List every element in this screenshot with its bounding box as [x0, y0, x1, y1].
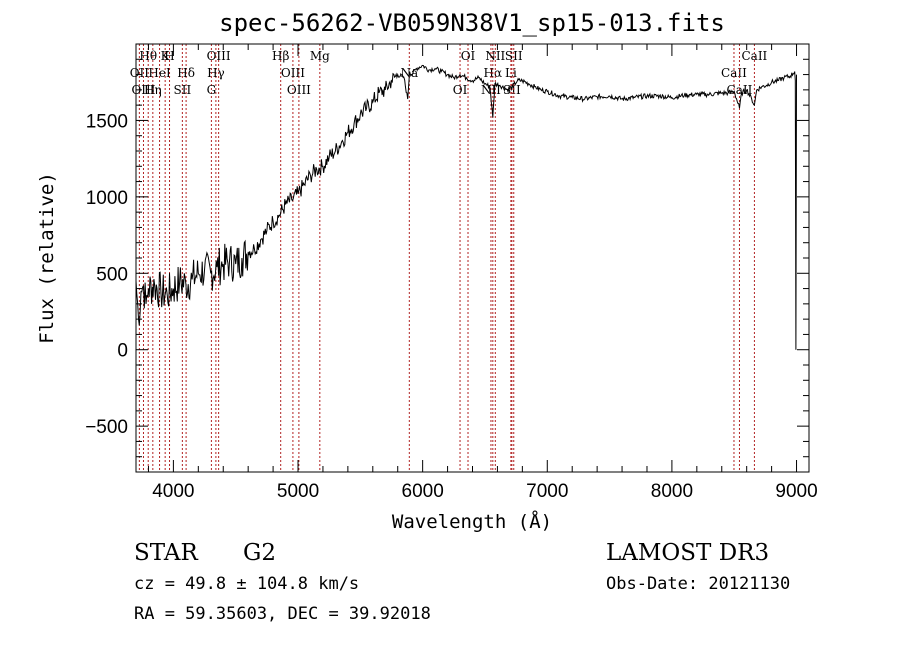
y-tick-label-3: 1000	[86, 188, 128, 209]
line-marker-label-15: Mg	[310, 49, 330, 63]
line-marker-label-7: Hδ	[177, 66, 195, 80]
x-axis-label: Wavelength (Å)	[392, 510, 552, 533]
line-marker-label-17: OI	[453, 83, 468, 97]
line-marker-label-10: Hγ	[207, 66, 225, 80]
line-marker-label-8: SII	[174, 83, 192, 97]
redshift-value: cz = 49.8 ± 104.8 km/s	[134, 574, 359, 594]
x-tick-label-4: 8000	[651, 481, 693, 502]
line-marker-label-13: OIII	[281, 66, 305, 80]
coordinates: RA = 59.35603, DEC = 39.92018	[134, 604, 431, 624]
plot-frame	[135, 43, 810, 473]
line-marker-label-11: G	[207, 83, 217, 97]
survey-name: LAMOST DR3	[606, 540, 769, 566]
x-tick-label-3: 7000	[526, 481, 568, 502]
y-tick-label-0: −500	[85, 417, 128, 438]
observation-date: Obs-Date: 20121130	[606, 574, 790, 594]
object-class: STAR	[134, 540, 198, 566]
line-marker-label-6: H	[164, 49, 174, 63]
tick-layer: 4000 5000 6000 7000 8000 9000 −500 0 500 1000 1500	[85, 44, 818, 502]
x-tick-label-2: 6000	[402, 481, 444, 502]
line-marker-label-12: Hβ	[272, 49, 289, 63]
line-marker-label-3: K	[161, 49, 171, 63]
line-marker-label-14: OIII	[287, 83, 311, 97]
x-tick-label-0: 4000	[152, 481, 194, 502]
line-marker-label-24: SII	[505, 49, 523, 63]
line-marker-label-19: Hα	[484, 66, 503, 80]
chart-title: spec-56262-VB059N38V1_sp15-013.fits	[219, 9, 725, 37]
y-tick-label-1: 0	[117, 341, 128, 362]
y-tick-label-2: 500	[96, 264, 128, 285]
series-line-spectrum	[135, 64, 797, 350]
line-marker-label-1: OII	[130, 66, 150, 80]
line-marker-label-0: Hθ	[139, 49, 157, 63]
line-marker-layer: Hθ OII OIII K HeI Hη HHδ SII OIII Hγ G Hβ OIII OIII Mg…	[130, 44, 768, 472]
x-tick-label-1: 5000	[277, 481, 319, 502]
line-marker-label-18: OI	[461, 49, 476, 63]
line-marker-label-21: NII	[485, 49, 505, 63]
line-marker-label-4: HeI	[148, 66, 171, 80]
y-axis-label: Flux (relative)	[36, 172, 58, 344]
line-marker-label-26: CaII	[727, 83, 753, 97]
line-marker-label-9: OIII	[207, 49, 231, 63]
line-marker-label-2: OIII	[131, 83, 155, 97]
line-marker-label-22: Li	[505, 66, 517, 80]
line-marker-label-25: CaII	[721, 66, 747, 80]
line-marker-label-27: CaII	[741, 49, 767, 63]
x-tick-label-5: 9000	[775, 481, 817, 502]
spectral-subclass: G2	[243, 540, 276, 566]
line-marker-label-5: Hη	[144, 83, 162, 97]
series-layer	[135, 64, 797, 350]
y-tick-label-4: 1500	[86, 111, 128, 132]
